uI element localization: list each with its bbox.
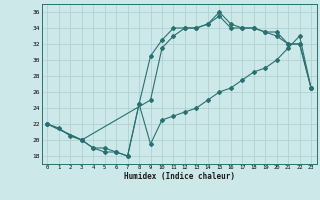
X-axis label: Humidex (Indice chaleur): Humidex (Indice chaleur) (124, 172, 235, 181)
